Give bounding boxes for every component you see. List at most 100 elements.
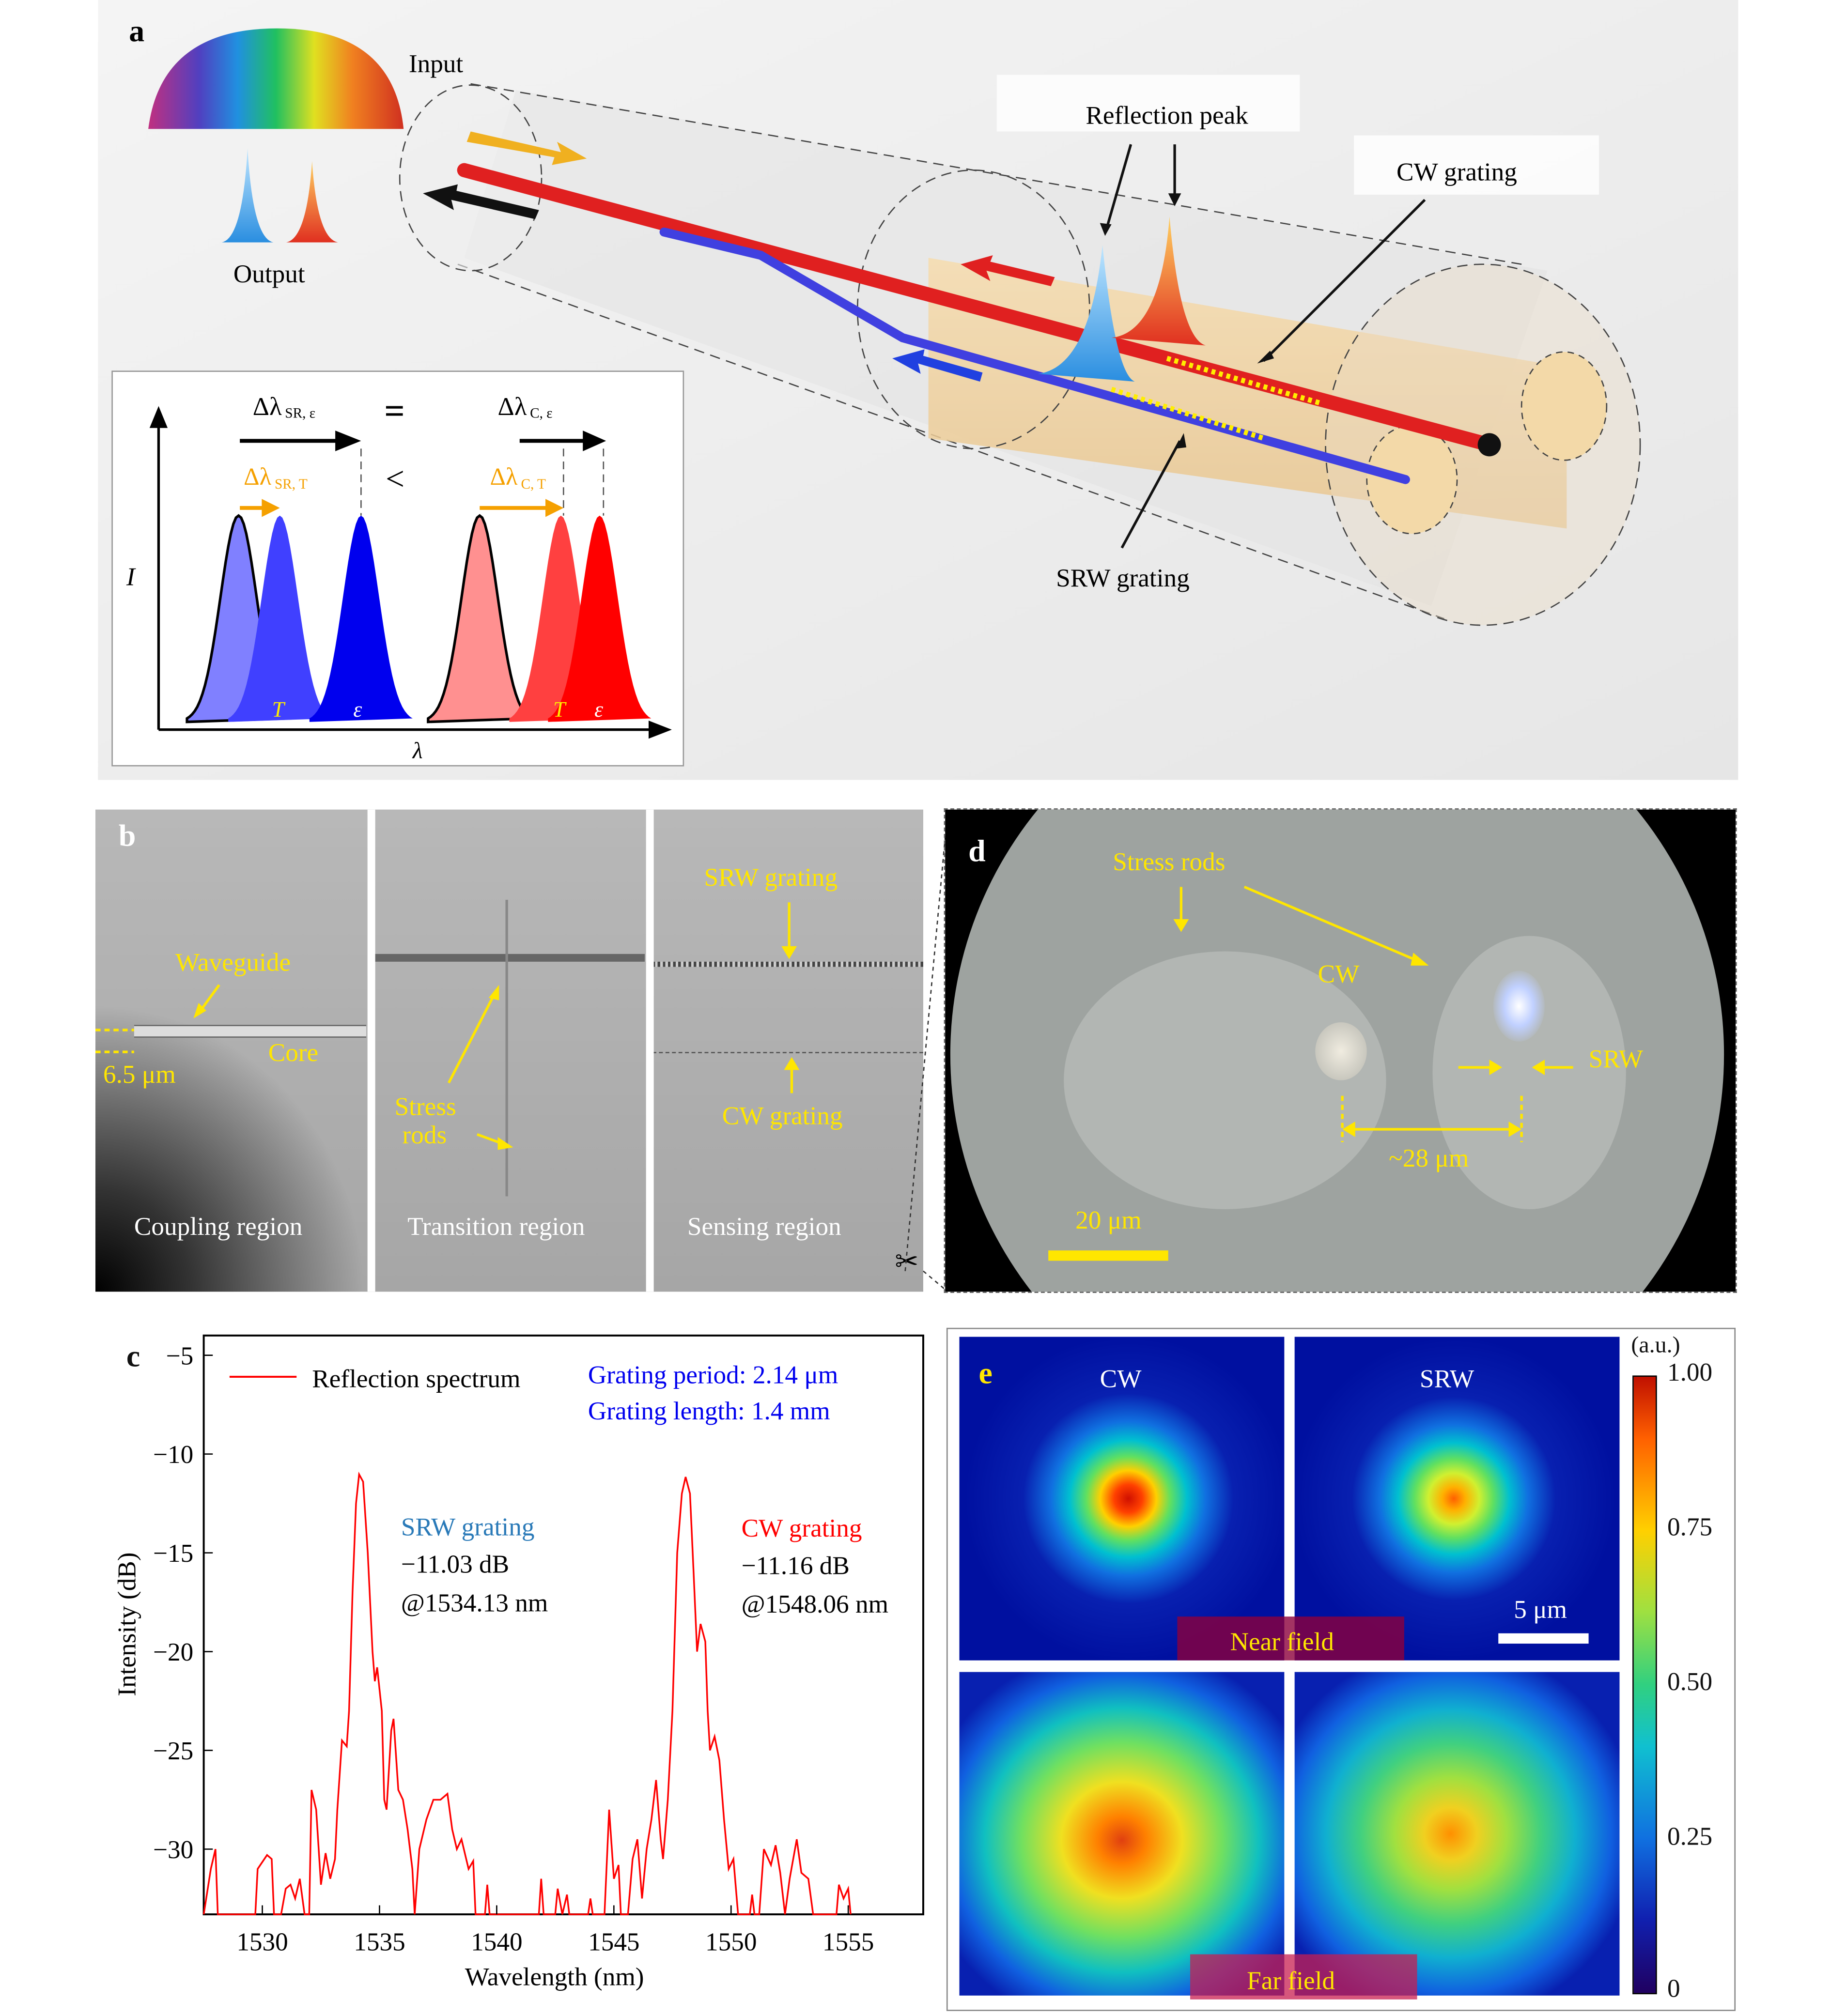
wavelength-shift-inset: Δλ SR, ε = Δλ C, ε Δλ SR, T < Δλ C, T I … <box>111 370 684 767</box>
cw-label: CW <box>1318 960 1360 989</box>
cw-annotation-title: CW grating <box>742 1514 862 1542</box>
output-label: Output <box>233 260 305 288</box>
colorbar-tick-1: 1.00 <box>1667 1358 1713 1387</box>
colorbar-tick-0: 0 <box>1667 1975 1680 2003</box>
srw-annotation-title: SRW grating <box>401 1512 535 1541</box>
inset-peak <box>427 514 536 723</box>
far-field-cw <box>959 1672 1285 1996</box>
panel-d-cross-section: d Stress rods CW SRW ~28 μm 20 μm <box>944 808 1737 1293</box>
x-tick-label: 1545 <box>588 1928 639 1956</box>
output-peak-blue <box>221 148 274 243</box>
coupling-region-label: Coupling region <box>134 1213 303 1242</box>
colorbar-tick-075: 0.75 <box>1667 1513 1713 1542</box>
panel-b-letter: b <box>118 820 136 854</box>
x-tick-label: 1535 <box>354 1928 405 1956</box>
cw-eps-label: ε <box>594 697 603 722</box>
far-field-srw <box>1294 1672 1620 1996</box>
delta-sr-eps-sub: SR, ε <box>285 405 315 421</box>
x-tick-label: 1550 <box>705 1928 757 1956</box>
srw-t-label: T <box>272 697 286 722</box>
cw-column-label: CW <box>1100 1365 1142 1394</box>
srw-column-label: SRW <box>1419 1365 1474 1394</box>
panel-a-letter: a <box>129 14 144 48</box>
delta-c-eps-label: Δλ <box>498 392 527 421</box>
near-field-srw <box>1294 1337 1620 1661</box>
input-arrow <box>466 131 587 165</box>
legend-label: Reflection spectrum <box>312 1364 520 1393</box>
sensing-region-label: Sensing region <box>687 1213 841 1242</box>
wavelength-axis-label: λ <box>412 738 423 763</box>
input-spectrum <box>148 28 404 129</box>
separation-label: ~28 μm <box>1388 1144 1469 1173</box>
transition-region-label: Transition region <box>407 1213 585 1242</box>
stress-rods-label: Stress rods <box>1113 848 1226 877</box>
core-size-label: 6.5 μm <box>103 1061 176 1090</box>
cw-t-label: T <box>553 697 567 722</box>
core-label: Core <box>268 1039 319 1068</box>
y-tick-label: −30 <box>153 1835 193 1864</box>
srw-annotation-wl: @1534.13 nm <box>401 1589 548 1617</box>
panel-d-letter: d <box>968 835 986 869</box>
output-peak-red <box>286 161 338 243</box>
cw-grating-dots <box>1166 355 1323 406</box>
inset-peak <box>548 515 652 722</box>
y-tick-label: −10 <box>153 1440 193 1469</box>
less-than-sign: < <box>386 460 404 497</box>
reflection-peak-red <box>1111 216 1206 346</box>
y-axis-label: Intensity (dB) <box>113 1553 141 1696</box>
far-field-label: Far field <box>1247 1967 1335 1996</box>
x-tick-label: 1555 <box>822 1928 874 1956</box>
y-tick-label: −15 <box>153 1539 193 1568</box>
srw-grating-label: SRW grating <box>704 863 838 893</box>
x-tick-label: 1530 <box>236 1928 288 1956</box>
cw-grating-label: CW grating <box>722 1102 843 1131</box>
colorbar-tick-050: 0.50 <box>1667 1668 1713 1697</box>
near-field-label: Near field <box>1230 1628 1334 1657</box>
output-arrow <box>423 184 539 219</box>
srw-eps-label: ε <box>353 697 362 722</box>
colorbar <box>1632 1375 1657 1995</box>
reflection-peak-label: Reflection peak <box>1086 101 1248 130</box>
delta-sr-t-sub: SR, T <box>275 477 308 492</box>
delta-c-t-label: Δλ <box>490 463 518 490</box>
y-tick-label: −20 <box>153 1638 193 1666</box>
y-tick-label: −5 <box>166 1341 194 1370</box>
waveguide-label: Waveguide <box>175 949 291 977</box>
scissors-icon: ✂ <box>895 1246 918 1277</box>
scale-bar-label: 20 μm <box>1075 1206 1142 1235</box>
intensity-axis-label: I <box>126 563 136 591</box>
series-reflection-spectrum <box>202 1471 852 1915</box>
x-axis-label: Wavelength (nm) <box>465 1962 644 1991</box>
x-tick-label: 1540 <box>471 1928 522 1956</box>
reflection-peak-blue <box>1038 245 1135 382</box>
srw-grating-label: SRW grating <box>1056 564 1190 592</box>
reflection-spectrum-chart: 1530 1535 1540 1545 1550 1555 −5 −10 −15 −20 −25 −3… <box>113 1334 924 1991</box>
scale-bar <box>1498 1633 1589 1644</box>
delta-sr-eps-label: Δλ <box>253 392 282 421</box>
grating-length: Grating length: 1.4 mm <box>588 1397 830 1425</box>
colorbar-unit: (a.u.) <box>1631 1331 1680 1358</box>
panel-c-letter: c <box>126 1340 140 1374</box>
srw-annotation-db: −11.03 dB <box>401 1550 509 1579</box>
scale-bar <box>1048 1250 1168 1261</box>
srw-label: SRW <box>1588 1045 1644 1074</box>
colorbar-tick-025: 0.25 <box>1667 1823 1713 1851</box>
near-field-banner <box>1177 1616 1404 1661</box>
cw-reflection-arrow <box>961 255 1055 286</box>
delta-c-t-sub: C, T <box>521 477 546 492</box>
panel-e-letter: e <box>978 1357 993 1391</box>
central-waveguide <box>457 163 1497 452</box>
plot-frame <box>202 1334 924 1916</box>
rods-label: rods <box>402 1121 447 1150</box>
inset-peak <box>309 515 413 722</box>
far-field-banner <box>1190 1954 1417 2000</box>
panel-b-micrograph: ✂ b Waveguide Core 6.5 μm Stress rods SR… <box>95 809 923 1292</box>
input-label: Input <box>409 49 464 78</box>
equals-sign: = <box>384 391 404 431</box>
scale-bar-label: 5 μm <box>1514 1596 1567 1625</box>
srw-grating-dots <box>1111 386 1265 441</box>
inset-peak <box>228 515 332 722</box>
cw-annotation-db: −11.16 dB <box>742 1551 850 1580</box>
grating-period: Grating period: 2.14 μm <box>588 1360 838 1389</box>
